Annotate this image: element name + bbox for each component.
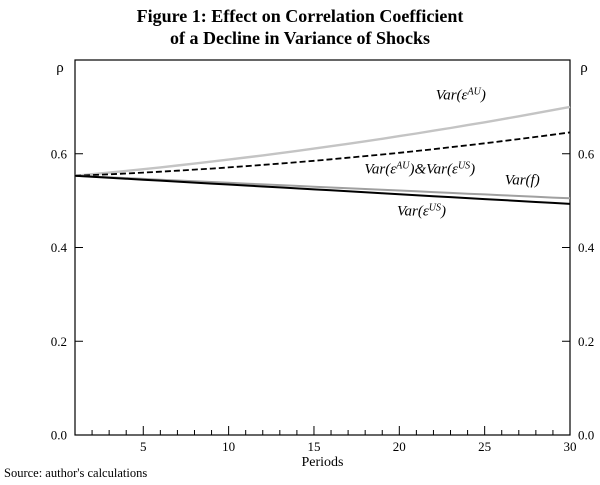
y-tick-label-right: 0.2 <box>578 334 594 349</box>
x-tick-label: 25 <box>478 439 491 454</box>
y-tick-label-left: 0.6 <box>51 146 68 161</box>
plot-border <box>74 59 571 436</box>
y-tick-label-right: 0.6 <box>578 146 595 161</box>
y-tick-label-left: 0.4 <box>51 240 68 255</box>
curve-label-1: Var(εAU)&Var(εUS) <box>364 160 475 177</box>
x-tick-label: 10 <box>222 439 235 454</box>
y-tick-label-left: 0.2 <box>51 334 67 349</box>
series-line-0 <box>74 105 571 177</box>
y-tick-label-right: 0.4 <box>578 240 595 255</box>
x-tick-label: 15 <box>307 439 320 454</box>
x-tick-label: 20 <box>393 439 406 454</box>
curve-label-3: Var(εUS) <box>397 203 446 220</box>
figure-title: Figure 1: Effect on Correlation Coeffici… <box>0 5 600 49</box>
series-line-3 <box>74 174 571 205</box>
y-tick-label-left: 0.0 <box>51 428 67 443</box>
chart-area: 5 10 15 20 25 30 0.0 0.0 0.2 0.2 0.4 0.4 0.6 0.6 ρ ρ Per… <box>0 50 600 480</box>
series-line-1 <box>74 131 571 177</box>
curve-label-2: Var(f) <box>505 173 540 189</box>
source-note: Source: author's calculations <box>4 466 148 480</box>
x-axis-label: Periods <box>302 455 344 470</box>
y-tick-label-right: 0.0 <box>578 428 594 443</box>
x-tick-label: 5 <box>140 439 147 454</box>
figure-title-line2: of a Decline in Variance of Shocks <box>169 28 430 48</box>
figure-title-line1: Figure 1: Effect on Correlation Coeffici… <box>136 6 464 26</box>
x-tick-label: 30 <box>564 439 577 454</box>
y-axis-label-right: ρ <box>580 60 588 76</box>
y-axis-label-left: ρ <box>56 60 64 76</box>
curve-label-0: Var(εAU) <box>436 86 486 103</box>
chart-svg: 5 10 15 20 25 300.0 0.00.2 0.20.4 0.40.6 0.6ρ ρPer… <box>51 59 595 470</box>
